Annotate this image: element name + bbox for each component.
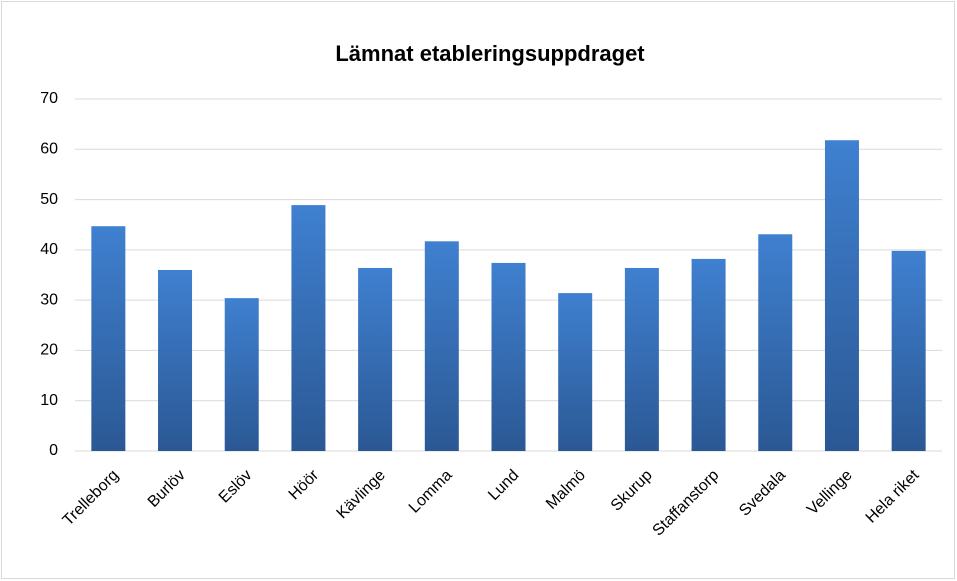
y-tick-label: 70 [40,90,58,107]
bar [758,234,793,451]
y-tick-label: 40 [40,241,58,258]
y-tick-label: 20 [40,342,58,359]
y-tick-label: 60 [40,141,58,158]
bar [691,258,726,451]
bar [291,205,326,451]
bar [358,267,393,451]
bar [224,298,259,451]
y-tick-label: 30 [40,291,58,308]
bar [891,250,926,451]
bar [91,226,126,451]
bar [491,262,526,451]
bar [624,267,659,451]
y-tick-label: 50 [40,191,58,208]
bar [158,269,193,451]
bar [824,140,859,451]
bar [558,293,593,451]
y-tick-label: 10 [40,392,58,409]
chart-title: Lämnat etableringsuppdraget [335,41,645,66]
bar [424,241,459,451]
y-tick-label: 0 [49,442,58,459]
